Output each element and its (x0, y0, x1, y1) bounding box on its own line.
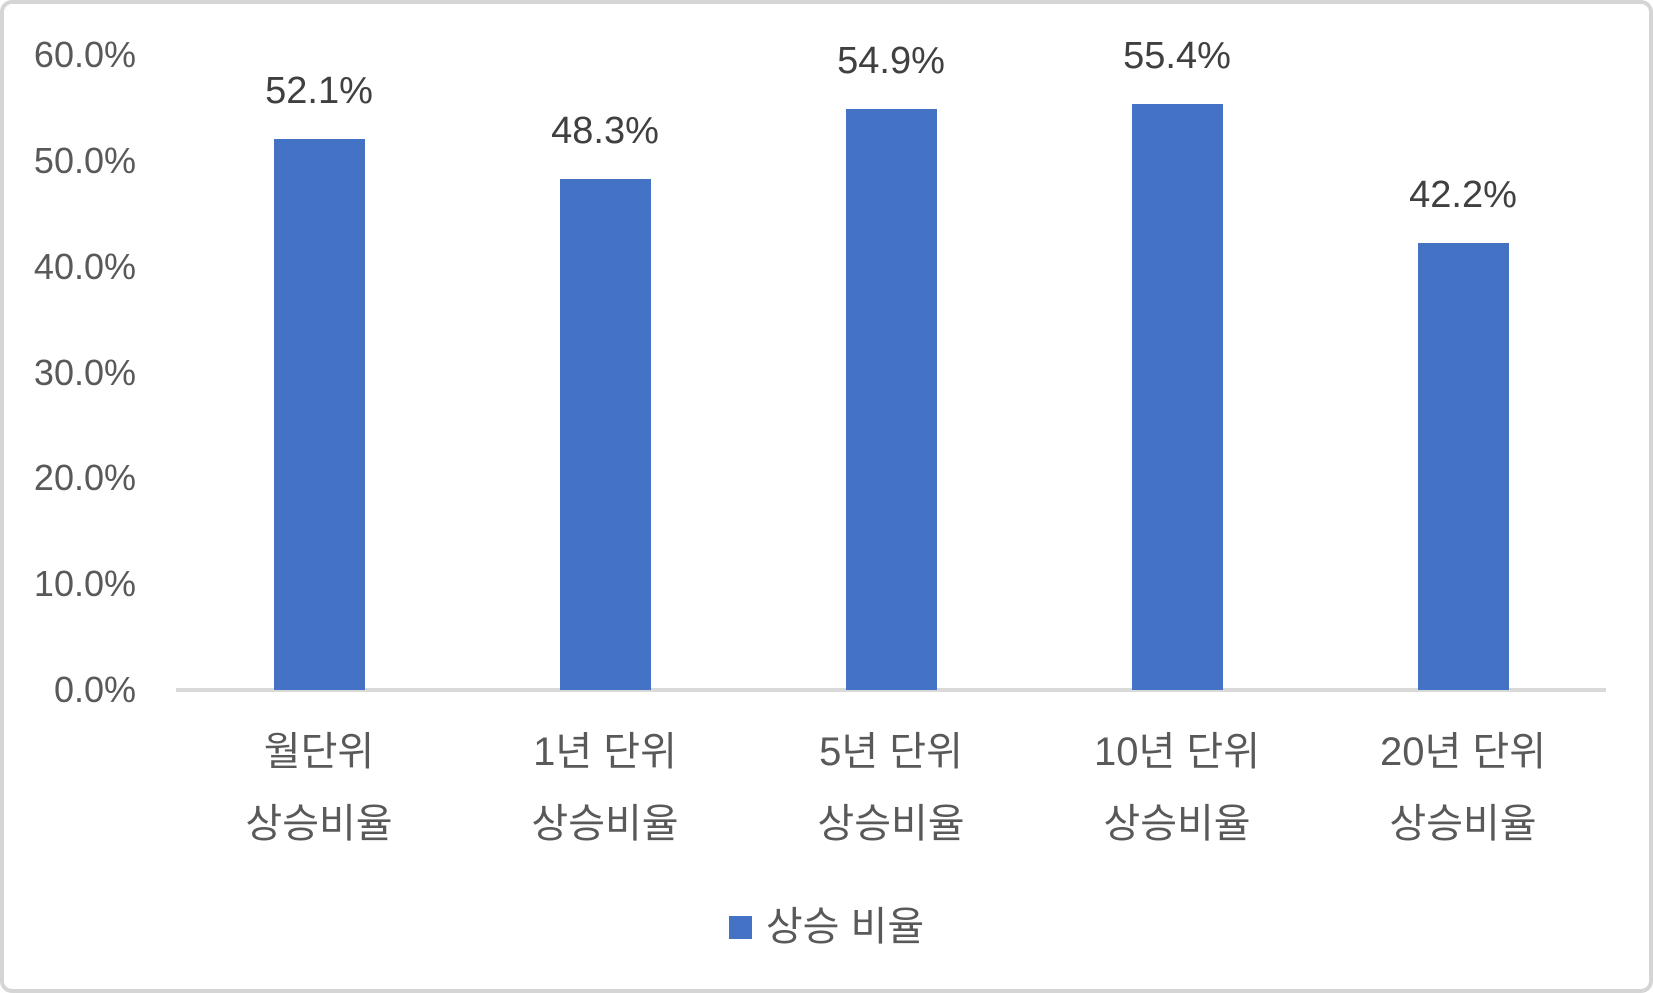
chart-legend: 상승 비율 (4, 905, 1649, 949)
y-axis-tick-label: 60.0% (33, 34, 136, 75)
bar-value-label: 54.9% (837, 39, 945, 82)
bar (1417, 243, 1509, 690)
y-axis-tick-label: 30.0% (33, 351, 136, 393)
bar-value-label: 48.3% (551, 109, 659, 152)
category-label-line: 상승비율 (531, 802, 679, 846)
category-label-line: 20년 단위 (1379, 730, 1546, 774)
category-label-line: 5년 단위 (819, 730, 963, 774)
bar-value-label: 52.1% (265, 69, 373, 112)
category-label-line: 상승비율 (1389, 802, 1537, 846)
bar (1131, 103, 1223, 690)
bar (273, 138, 365, 690)
category-label-line: 1년 단위 (533, 730, 677, 774)
category-label-line: 10년 단위 (1093, 730, 1260, 774)
category-label-line: 상승비율 (817, 802, 965, 846)
x-axis-line (176, 688, 1606, 692)
bar-value-label: 42.2% (1409, 174, 1517, 217)
chart-plot-area: 60.0% 50.0% 40.0% 30.0% 20.0% 10.0% 0.0% 52.1% 월… (4, 4, 1649, 989)
category-label-line: 상승비율 (245, 802, 393, 846)
y-axis-tick-label: 40.0% (33, 245, 136, 287)
y-axis-tick-label: 10.0% (33, 563, 136, 605)
category-label-line: 월단위 (263, 730, 375, 774)
bar-value-label: 55.4% (1123, 34, 1231, 77)
category-label-line: 상승비율 (1103, 802, 1251, 846)
bar (559, 178, 651, 690)
y-axis-tick-label: 20.0% (33, 457, 136, 499)
legend-label: 상승 비율 (765, 905, 925, 949)
y-axis-tick-label: 0.0% (53, 669, 136, 710)
bar (845, 108, 937, 690)
legend-swatch (728, 915, 752, 939)
y-axis-tick-label: 50.0% (33, 139, 136, 181)
